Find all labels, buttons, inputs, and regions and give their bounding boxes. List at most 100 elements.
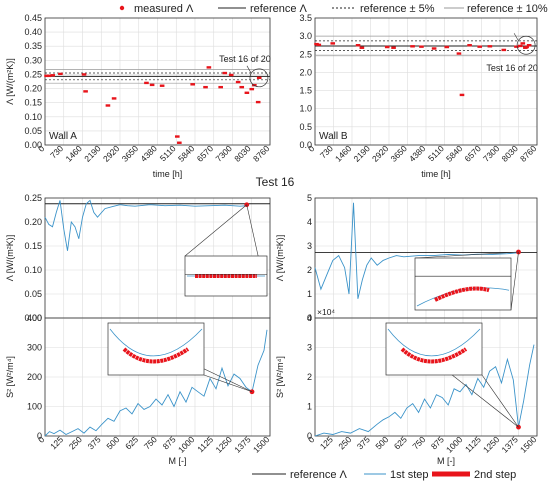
y-tick-label: 0.00: [24, 140, 42, 150]
x-tick-label: 6570: [195, 143, 216, 164]
x-axis-label: time [h]: [421, 169, 451, 179]
y-exponent-label: ×10⁴: [317, 307, 335, 317]
zoom-connector: [481, 374, 519, 428]
y-tick-label: 0.15: [24, 241, 42, 251]
x-tick-label: 8760: [518, 143, 539, 164]
axes-frame: [314, 17, 538, 146]
x-tick-label: 1375: [232, 434, 253, 455]
y-tick-label: 300: [27, 343, 42, 353]
y-tick-label: 1: [307, 402, 312, 412]
data-point: [50, 74, 56, 77]
y-tick-label: 200: [27, 372, 42, 382]
y-tick-label: 0.25: [24, 193, 42, 203]
x-tick-label: 375: [355, 434, 372, 451]
y-tick-label: 1: [307, 289, 312, 299]
y-tick-label: 0.05: [24, 289, 42, 299]
x-tick-label: 2920: [101, 143, 122, 164]
x-tick-label: 875: [429, 434, 446, 451]
data-point: [235, 80, 241, 84]
data-point: [456, 52, 462, 55]
y-tick-label: 4: [307, 217, 312, 227]
x-axis-label: M [-]: [437, 456, 455, 466]
x-tick-label: 1000: [444, 434, 465, 455]
x-tick-label: 250: [67, 434, 84, 451]
zoom-connector: [184, 204, 247, 257]
data-point: [501, 48, 507, 52]
x-tick-label: 1250: [213, 434, 234, 455]
x-tick-label: 3650: [388, 143, 409, 164]
x-tick-label: 0: [306, 434, 317, 445]
x-tick-label: 125: [48, 434, 65, 451]
inset-step2-line: [434, 286, 490, 302]
annotation-circle: [516, 35, 536, 55]
data-point: [159, 84, 165, 87]
data-point: [517, 44, 523, 48]
zoom-connector: [414, 251, 519, 259]
series-step1-line: [44, 199, 247, 251]
x-tick-label: 1250: [481, 434, 502, 455]
y-tick-label: 3: [307, 241, 312, 251]
data-point: [384, 45, 390, 49]
x-tick-label: 500: [104, 434, 121, 451]
data-point: [144, 81, 149, 85]
plots: 0.000.050.100.150.200.250.300.350.400.45…: [5, 13, 539, 466]
x-tick-label: 5110: [426, 143, 446, 163]
data-point: [255, 100, 261, 104]
data-point: [203, 85, 208, 89]
data-point: [520, 42, 526, 45]
data-point: [330, 42, 336, 45]
top-legend: measured Λ reference Λ reference ± 5% re…: [119, 3, 548, 15]
data-point: [46, 74, 52, 78]
x-tick-label: 5110: [158, 143, 178, 163]
annotation-leader: [513, 33, 519, 41]
data-point: [419, 45, 424, 48]
series-step1-line: [44, 329, 268, 437]
y-tick-label: 0.25: [24, 69, 42, 79]
legend-measured-marker: [119, 5, 125, 11]
x-tick-label: 6570: [462, 143, 483, 164]
annotation-leader: [246, 65, 252, 73]
y-tick-label: 0.0: [299, 140, 312, 150]
y-tick-label: 0.35: [24, 41, 42, 51]
data-point: [249, 87, 255, 91]
x-tick-label: 1500: [251, 434, 272, 455]
data-point: [467, 44, 472, 47]
annotation-circle: [249, 68, 269, 88]
legend-step2-label: 2nd step: [474, 469, 516, 481]
x-tick-label: 3650: [120, 143, 141, 164]
legend-ref5-label: reference ± 5%: [360, 3, 435, 15]
panel-label: Wall A: [49, 131, 77, 142]
data-point: [526, 44, 532, 47]
data-point: [190, 83, 195, 86]
x-tick-label: 375: [86, 434, 103, 451]
y-tick-label: 3.5: [299, 13, 312, 23]
x-tick-label: 730: [48, 143, 65, 160]
x-tick-label: 1125: [463, 434, 483, 454]
zoom-inset: [414, 257, 512, 311]
data-point: [391, 46, 396, 49]
lambdaB-axes: 0 1 2 3 4 5 Λ [W/(m²K)]: [275, 193, 538, 323]
data-point: [256, 76, 262, 80]
data-point: [44, 74, 49, 78]
x-tick-label: 2190: [82, 143, 103, 164]
data-point: [487, 45, 493, 48]
x-tick-label: 2920: [370, 143, 391, 164]
y-axis-label: Λ [W/(m²K)]: [5, 58, 15, 105]
y-tick-label: 100: [27, 402, 42, 412]
x-tick-label: 5840: [444, 143, 465, 164]
x-tick-label: 750: [142, 434, 159, 451]
x-tick-label: 625: [392, 434, 409, 451]
x-tick-label: 1460: [333, 143, 354, 164]
y-tick-label: 0.30: [24, 55, 42, 65]
x-tick-label: 0: [36, 143, 47, 154]
y-tick-label: 400: [27, 313, 42, 323]
y-tick-label: 0.5: [299, 122, 312, 132]
y-tick-label: 0: [307, 313, 312, 323]
y-tick-label: 2.0: [299, 67, 312, 77]
inset-step1-line: [109, 328, 203, 357]
data-point: [431, 47, 437, 50]
y-tick-label: 2.5: [299, 49, 312, 59]
x-tick-label: 8030: [232, 143, 253, 164]
data-point: [355, 44, 361, 47]
data-point: [83, 90, 88, 93]
